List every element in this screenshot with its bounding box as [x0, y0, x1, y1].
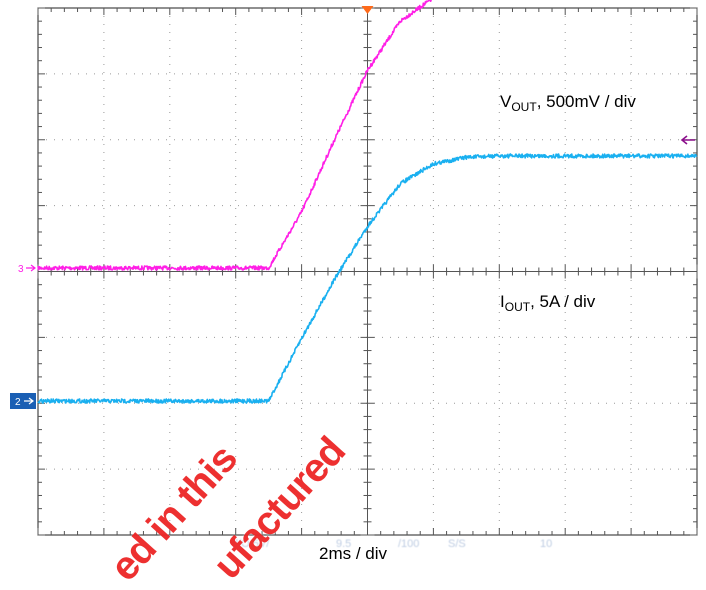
channel-3-marker: 3	[18, 264, 24, 275]
faded-text-5: 10	[540, 538, 553, 550]
series-label-iout: IOUT, 5A / div	[500, 292, 595, 314]
vout-label-main: V	[500, 92, 512, 111]
iout-label-sub: OUT	[504, 300, 531, 314]
channel-2-arrow	[24, 397, 34, 405]
faded-text-2: 9.5	[336, 538, 352, 550]
vout-label-rest: , 500mV / div	[536, 92, 636, 111]
series-label-vout: VOUT, 500mV / div	[500, 92, 636, 114]
trace-layer	[37, 0, 698, 404]
channel-3-arrow	[26, 264, 36, 272]
faded-text-4: S/S	[448, 538, 466, 550]
channel-2-badge	[10, 393, 36, 409]
faded-text-1: d/O 5V/	[232, 538, 270, 550]
oscilloscope-plot: 32	[10, 0, 698, 536]
iout-label-rest: , 5A / div	[530, 292, 596, 311]
trigger-level-arrow-icon	[680, 135, 695, 145]
marker-layer: 32	[10, 6, 695, 409]
trace-vout	[37, 0, 432, 271]
faded-text-3: /100	[398, 538, 420, 550]
x-axis-label: 2ms / div	[318, 544, 388, 563]
trace-iout	[37, 153, 698, 404]
plot-grid	[37, 7, 698, 536]
channel-2-marker: 2	[15, 397, 21, 408]
trigger-marker-icon	[361, 6, 374, 14]
iout-label-main: I	[500, 292, 505, 311]
vout-label-sub: OUT	[511, 100, 537, 114]
